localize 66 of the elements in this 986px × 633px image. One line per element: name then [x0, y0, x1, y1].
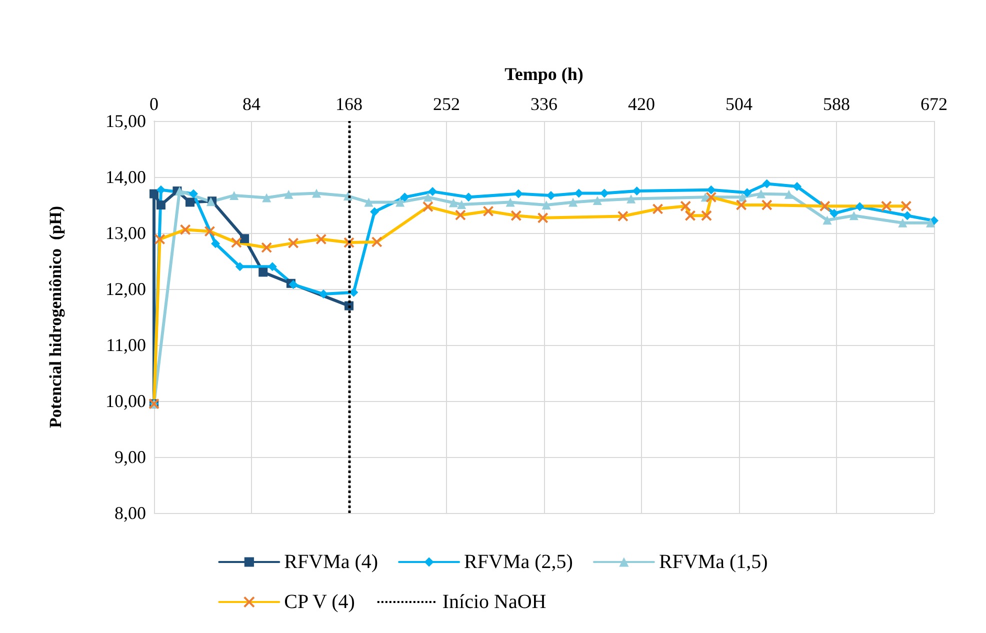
point	[211, 239, 220, 248]
point	[364, 198, 374, 207]
point	[188, 189, 198, 198]
point	[175, 186, 184, 196]
point	[784, 190, 794, 199]
point	[792, 182, 802, 192]
point	[185, 198, 194, 207]
point	[262, 193, 272, 202]
point	[626, 194, 636, 204]
point	[762, 179, 772, 188]
point	[156, 185, 166, 194]
point	[457, 200, 466, 209]
point	[156, 200, 166, 210]
x-tick-label: 252	[433, 94, 460, 114]
x-tick-label: 420	[628, 94, 655, 114]
point	[428, 187, 438, 196]
x-tick-label: 588	[823, 94, 850, 114]
y-tick-label: 13,00	[106, 223, 146, 243]
point	[926, 218, 936, 228]
legend-label: Início NaOH	[442, 591, 546, 613]
legend-label: RFVMa (1,5)	[658, 551, 768, 573]
point	[423, 192, 432, 202]
x-tick-label: 504	[726, 94, 752, 114]
y-tick-label: 15,00	[106, 111, 146, 131]
point	[738, 192, 747, 202]
legend-label: RFVMa (4)	[284, 551, 378, 573]
y-tick-label: 14,00	[106, 167, 146, 187]
x-axis-title: Tempo (h)	[504, 64, 584, 84]
y-tick-label: 9,00	[114, 447, 146, 467]
point	[150, 189, 158, 198]
point	[756, 189, 766, 198]
y-tick-label: 11,00	[106, 335, 146, 355]
point	[568, 198, 578, 207]
y-tick-label: 12,00	[106, 279, 146, 299]
point	[400, 192, 410, 202]
point	[830, 208, 839, 218]
point	[370, 207, 380, 216]
x-tick-label: 168	[336, 94, 362, 114]
point	[898, 218, 908, 228]
point	[258, 268, 268, 277]
point	[592, 196, 602, 206]
point	[849, 211, 858, 220]
point	[284, 190, 294, 199]
point	[230, 190, 239, 200]
point	[902, 211, 912, 220]
legend-label: RFVMa (2,5)	[464, 551, 573, 573]
point	[855, 202, 864, 212]
x-tick-label: 84	[242, 94, 260, 114]
point	[235, 262, 244, 272]
point	[542, 200, 551, 210]
point	[448, 198, 458, 208]
point	[240, 234, 250, 244]
point	[288, 280, 298, 290]
point	[506, 198, 515, 207]
x-tick-label: 672	[920, 94, 948, 114]
point	[396, 198, 405, 207]
y-axis-title: Potencial hidrogeniônico (pH)	[46, 206, 65, 428]
legend-label: CP V (4)	[284, 591, 355, 613]
x-tick-label: 0	[150, 94, 158, 114]
point	[312, 188, 321, 198]
y-tick-label: 10,00	[106, 391, 146, 411]
point	[822, 216, 832, 225]
x-tick-label: 336	[530, 94, 558, 114]
point	[742, 188, 752, 198]
y-tick-label: 8,00	[114, 503, 146, 523]
point	[318, 290, 328, 299]
